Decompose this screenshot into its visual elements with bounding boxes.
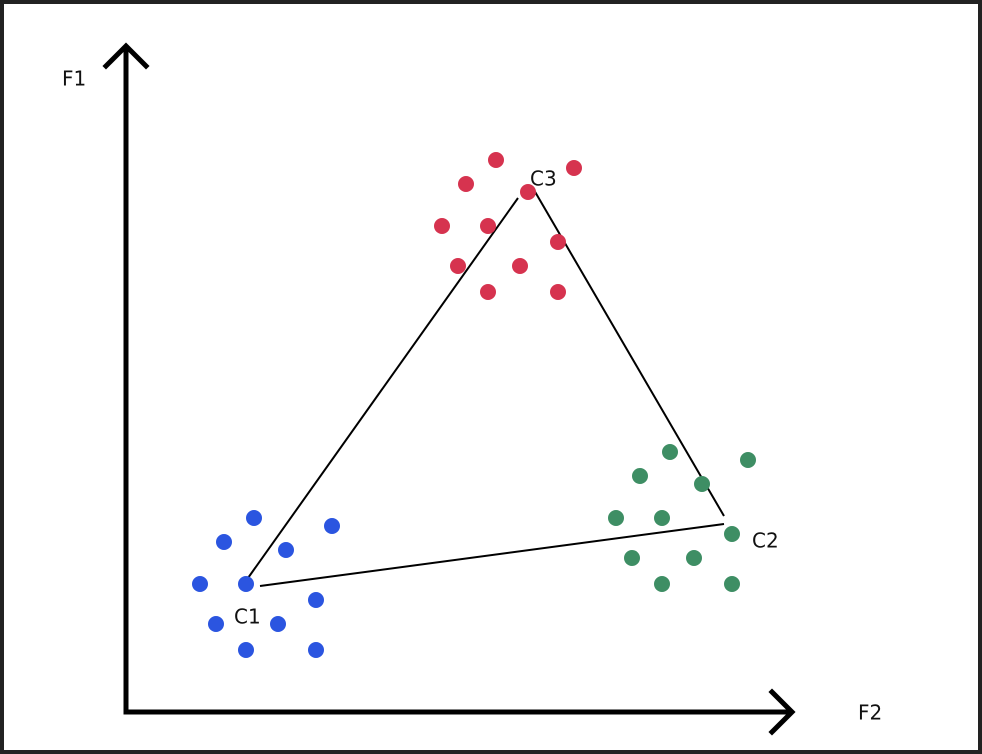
point bbox=[550, 284, 566, 300]
edge bbox=[247, 197, 519, 579]
axes bbox=[102, 42, 796, 736]
x-axis-label: F2 bbox=[858, 701, 882, 725]
point bbox=[608, 510, 624, 526]
point bbox=[740, 452, 756, 468]
point bbox=[246, 510, 262, 526]
point bbox=[686, 550, 702, 566]
triangle bbox=[247, 189, 725, 587]
y-arrow bbox=[102, 42, 150, 70]
point bbox=[550, 234, 566, 250]
point bbox=[278, 542, 294, 558]
point bbox=[308, 642, 324, 658]
y-axis-label: F1 bbox=[62, 67, 86, 91]
edge bbox=[533, 189, 725, 517]
cluster-c3-points bbox=[434, 152, 582, 300]
point bbox=[208, 616, 224, 632]
point bbox=[308, 592, 324, 608]
point bbox=[654, 510, 670, 526]
cluster-label: C3 bbox=[530, 167, 557, 191]
point bbox=[662, 444, 678, 460]
point bbox=[238, 642, 254, 658]
point bbox=[624, 550, 640, 566]
point bbox=[520, 184, 536, 200]
point bbox=[270, 616, 286, 632]
point bbox=[694, 476, 710, 492]
point bbox=[458, 176, 474, 192]
point bbox=[480, 284, 496, 300]
point bbox=[632, 468, 648, 484]
point bbox=[434, 218, 450, 234]
cluster-label: C2 bbox=[752, 529, 779, 553]
cluster-c2-points bbox=[608, 444, 756, 592]
cluster-label: C1 bbox=[234, 605, 261, 629]
point bbox=[566, 160, 582, 176]
edge bbox=[259, 523, 725, 587]
cluster-c1-points bbox=[192, 510, 340, 658]
point bbox=[724, 526, 740, 542]
point bbox=[238, 576, 254, 592]
point bbox=[654, 576, 670, 592]
point bbox=[480, 218, 496, 234]
point bbox=[324, 518, 340, 534]
point bbox=[450, 258, 466, 274]
point bbox=[216, 534, 232, 550]
point bbox=[192, 576, 208, 592]
x-arrow bbox=[768, 688, 796, 736]
point bbox=[724, 576, 740, 592]
point bbox=[488, 152, 504, 168]
point bbox=[512, 258, 528, 274]
